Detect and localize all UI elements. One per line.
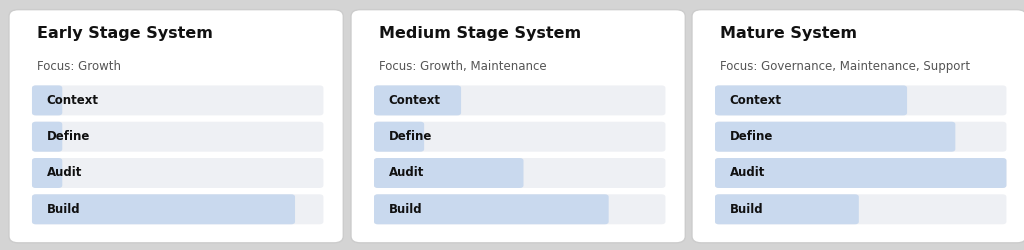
Text: Audit: Audit	[47, 166, 82, 179]
FancyBboxPatch shape	[374, 158, 666, 188]
FancyBboxPatch shape	[715, 122, 955, 152]
Text: Audit: Audit	[730, 166, 765, 179]
FancyBboxPatch shape	[692, 10, 1024, 243]
Text: Medium Stage System: Medium Stage System	[379, 26, 582, 41]
Text: Build: Build	[47, 203, 81, 216]
Text: Context: Context	[47, 94, 99, 107]
FancyBboxPatch shape	[32, 122, 62, 152]
FancyBboxPatch shape	[32, 86, 324, 116]
FancyBboxPatch shape	[374, 86, 461, 116]
FancyBboxPatch shape	[351, 10, 685, 243]
FancyBboxPatch shape	[32, 158, 62, 188]
FancyBboxPatch shape	[374, 86, 666, 116]
FancyBboxPatch shape	[374, 194, 608, 224]
Text: Focus: Growth: Focus: Growth	[37, 60, 122, 73]
Text: Mature System: Mature System	[720, 26, 857, 41]
FancyBboxPatch shape	[715, 86, 1007, 116]
FancyBboxPatch shape	[715, 158, 1007, 188]
Text: Audit: Audit	[389, 166, 424, 179]
FancyBboxPatch shape	[32, 194, 324, 224]
Text: Context: Context	[730, 94, 782, 107]
Text: Build: Build	[389, 203, 423, 216]
Text: Early Stage System: Early Stage System	[37, 26, 213, 41]
FancyBboxPatch shape	[32, 158, 324, 188]
Text: Define: Define	[47, 130, 90, 143]
FancyBboxPatch shape	[374, 158, 523, 188]
Text: Build: Build	[730, 203, 764, 216]
Text: Focus: Growth, Maintenance: Focus: Growth, Maintenance	[379, 60, 547, 73]
Text: Define: Define	[730, 130, 773, 143]
FancyBboxPatch shape	[32, 122, 324, 152]
FancyBboxPatch shape	[374, 122, 424, 152]
Text: Context: Context	[389, 94, 441, 107]
FancyBboxPatch shape	[374, 122, 666, 152]
FancyBboxPatch shape	[32, 86, 62, 116]
Text: Focus: Governance, Maintenance, Support: Focus: Governance, Maintenance, Support	[720, 60, 971, 73]
FancyBboxPatch shape	[715, 158, 1007, 188]
FancyBboxPatch shape	[715, 122, 1007, 152]
FancyBboxPatch shape	[715, 194, 1007, 224]
Text: Define: Define	[389, 130, 432, 143]
FancyBboxPatch shape	[715, 86, 907, 116]
FancyBboxPatch shape	[715, 194, 859, 224]
FancyBboxPatch shape	[32, 194, 295, 224]
FancyBboxPatch shape	[374, 194, 666, 224]
FancyBboxPatch shape	[9, 10, 343, 243]
